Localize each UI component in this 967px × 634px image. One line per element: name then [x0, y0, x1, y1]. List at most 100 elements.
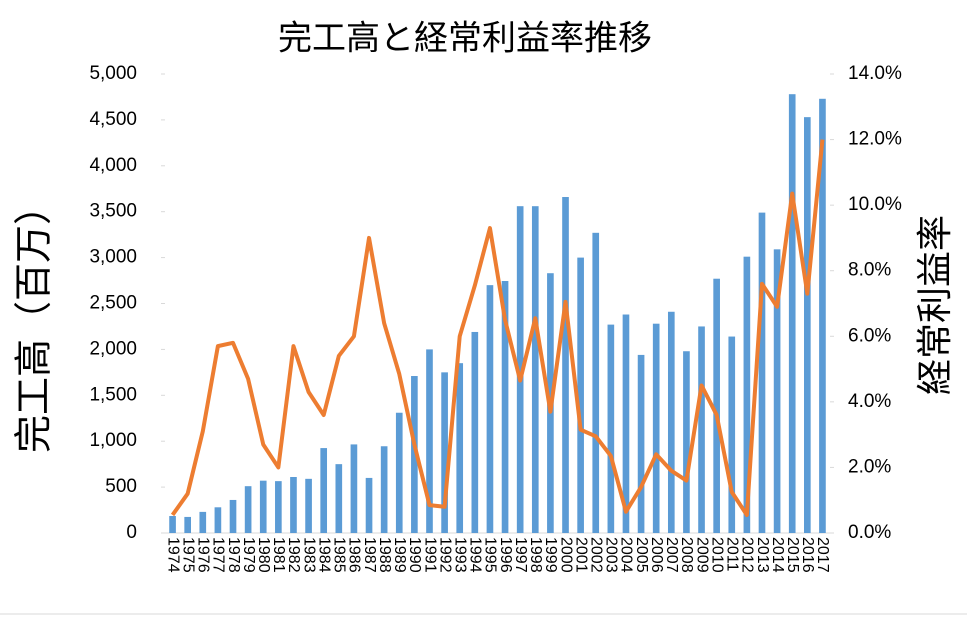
x-tick-label: 1981 — [270, 537, 287, 573]
y2-axis-title: 経常利益率 — [915, 215, 956, 395]
bar — [728, 336, 736, 533]
x-tick-label: 1988 — [376, 537, 393, 573]
bar — [804, 117, 811, 534]
bar — [788, 94, 796, 534]
bar — [411, 376, 418, 533]
x-tick-label: 1995 — [482, 537, 499, 573]
bar — [592, 232, 600, 533]
x-tick-label: 1979 — [240, 537, 257, 573]
x-tick-label: 1986 — [346, 537, 363, 573]
x-tick-label: 2009 — [693, 537, 710, 573]
x-tick-label: 1998 — [527, 537, 544, 573]
x-tick-label: 2017 — [814, 537, 831, 573]
x-tick-label: 2005 — [633, 537, 650, 573]
x-tick-label: 1994 — [467, 537, 484, 573]
x-tick-label: 2001 — [572, 537, 589, 573]
bar — [562, 197, 569, 533]
x-tick-label: 1997 — [512, 537, 529, 573]
x-tick-label: 1996 — [497, 537, 514, 573]
chart-title: 完工高と経常利益率推移 — [278, 19, 652, 59]
x-tick-label: 1983 — [300, 537, 317, 573]
x-tick-label: 2006 — [648, 537, 665, 573]
y-tick-label: 1,000 — [89, 430, 137, 451]
x-tick-label: 1987 — [361, 537, 378, 573]
y2-tick-label: 14.0% — [848, 63, 902, 84]
line — [170, 139, 825, 517]
bar — [516, 206, 524, 533]
x-tick-label: 1993 — [451, 537, 468, 573]
x-tick-label: 2010 — [708, 537, 725, 573]
bar — [350, 444, 358, 533]
x-tick-label: 1982 — [285, 537, 302, 573]
y-tick-label: 4,500 — [89, 109, 137, 130]
x-tick-label: 2003 — [603, 537, 620, 573]
bar — [773, 249, 781, 533]
bar — [169, 516, 176, 533]
bar — [259, 480, 267, 533]
y-tick-label: 2,000 — [89, 338, 137, 359]
bar — [743, 256, 751, 533]
bar — [713, 278, 720, 533]
bar — [320, 448, 328, 533]
bar — [380, 446, 388, 533]
y-tick-label: 5,000 — [89, 63, 137, 84]
bar — [486, 285, 494, 533]
bar — [667, 311, 675, 533]
x-tick-label: 1978 — [225, 537, 242, 573]
y-axis-title: 完工高（百万） — [12, 187, 56, 453]
y2-tick-label: 0.0% — [848, 522, 891, 543]
y2-tick-label: 2.0% — [848, 456, 891, 477]
x-tick-label: 2002 — [588, 537, 605, 573]
bar — [426, 349, 433, 533]
bar — [365, 477, 373, 533]
bar — [607, 324, 615, 533]
bar — [531, 206, 539, 533]
bar — [577, 257, 584, 533]
x-tick-label: 1989 — [391, 537, 408, 573]
x-tick-label: 1991 — [421, 537, 438, 573]
x-tick-label: 1990 — [406, 537, 423, 573]
y-tick-label: 3,500 — [89, 201, 137, 222]
bar — [244, 486, 252, 533]
bar — [652, 323, 660, 533]
bar — [184, 516, 191, 533]
bar — [683, 351, 690, 533]
x-tick-label: 2012 — [739, 537, 756, 573]
x-tick-label: 1976 — [195, 537, 212, 573]
x-tick-label: 1980 — [255, 537, 272, 573]
bar — [819, 98, 826, 533]
x-tick-label: 1974 — [164, 537, 181, 573]
x-tick-label: 2015 — [784, 537, 801, 573]
x-tick-label: 2004 — [618, 537, 635, 573]
bar — [758, 212, 766, 534]
y2-tick-label: 6.0% — [848, 325, 891, 346]
x-tick-label: 2011 — [724, 537, 741, 572]
bar — [290, 477, 297, 533]
x-tick-label: 2013 — [754, 537, 771, 573]
y2-tick-label: 10.0% — [848, 194, 902, 215]
y2-tick-label: 4.0% — [848, 391, 891, 412]
y-tick-label: 1,500 — [89, 384, 137, 405]
bar — [501, 281, 509, 533]
x-tick-label: 2000 — [557, 537, 574, 573]
bar — [275, 481, 282, 533]
x-tick-label: 2014 — [769, 537, 786, 573]
bar — [199, 511, 207, 533]
bar — [395, 412, 403, 533]
x-tick-label: 1992 — [436, 537, 453, 573]
x-tick-label: 1984 — [315, 537, 332, 573]
bar — [214, 507, 222, 533]
bar — [456, 363, 464, 533]
y-tick-label: 2,500 — [89, 293, 137, 314]
bar — [622, 314, 630, 533]
x-tick-label: 1977 — [210, 537, 227, 573]
bar — [335, 464, 343, 533]
x-tick-label: 1975 — [179, 537, 196, 573]
x-tick-label: 1999 — [542, 537, 559, 573]
bar — [441, 372, 448, 533]
y-tick-label: 4,000 — [89, 155, 137, 176]
bar — [637, 354, 645, 533]
x-tick-label: 1985 — [331, 537, 348, 573]
x-tick-label: 2008 — [678, 537, 695, 573]
